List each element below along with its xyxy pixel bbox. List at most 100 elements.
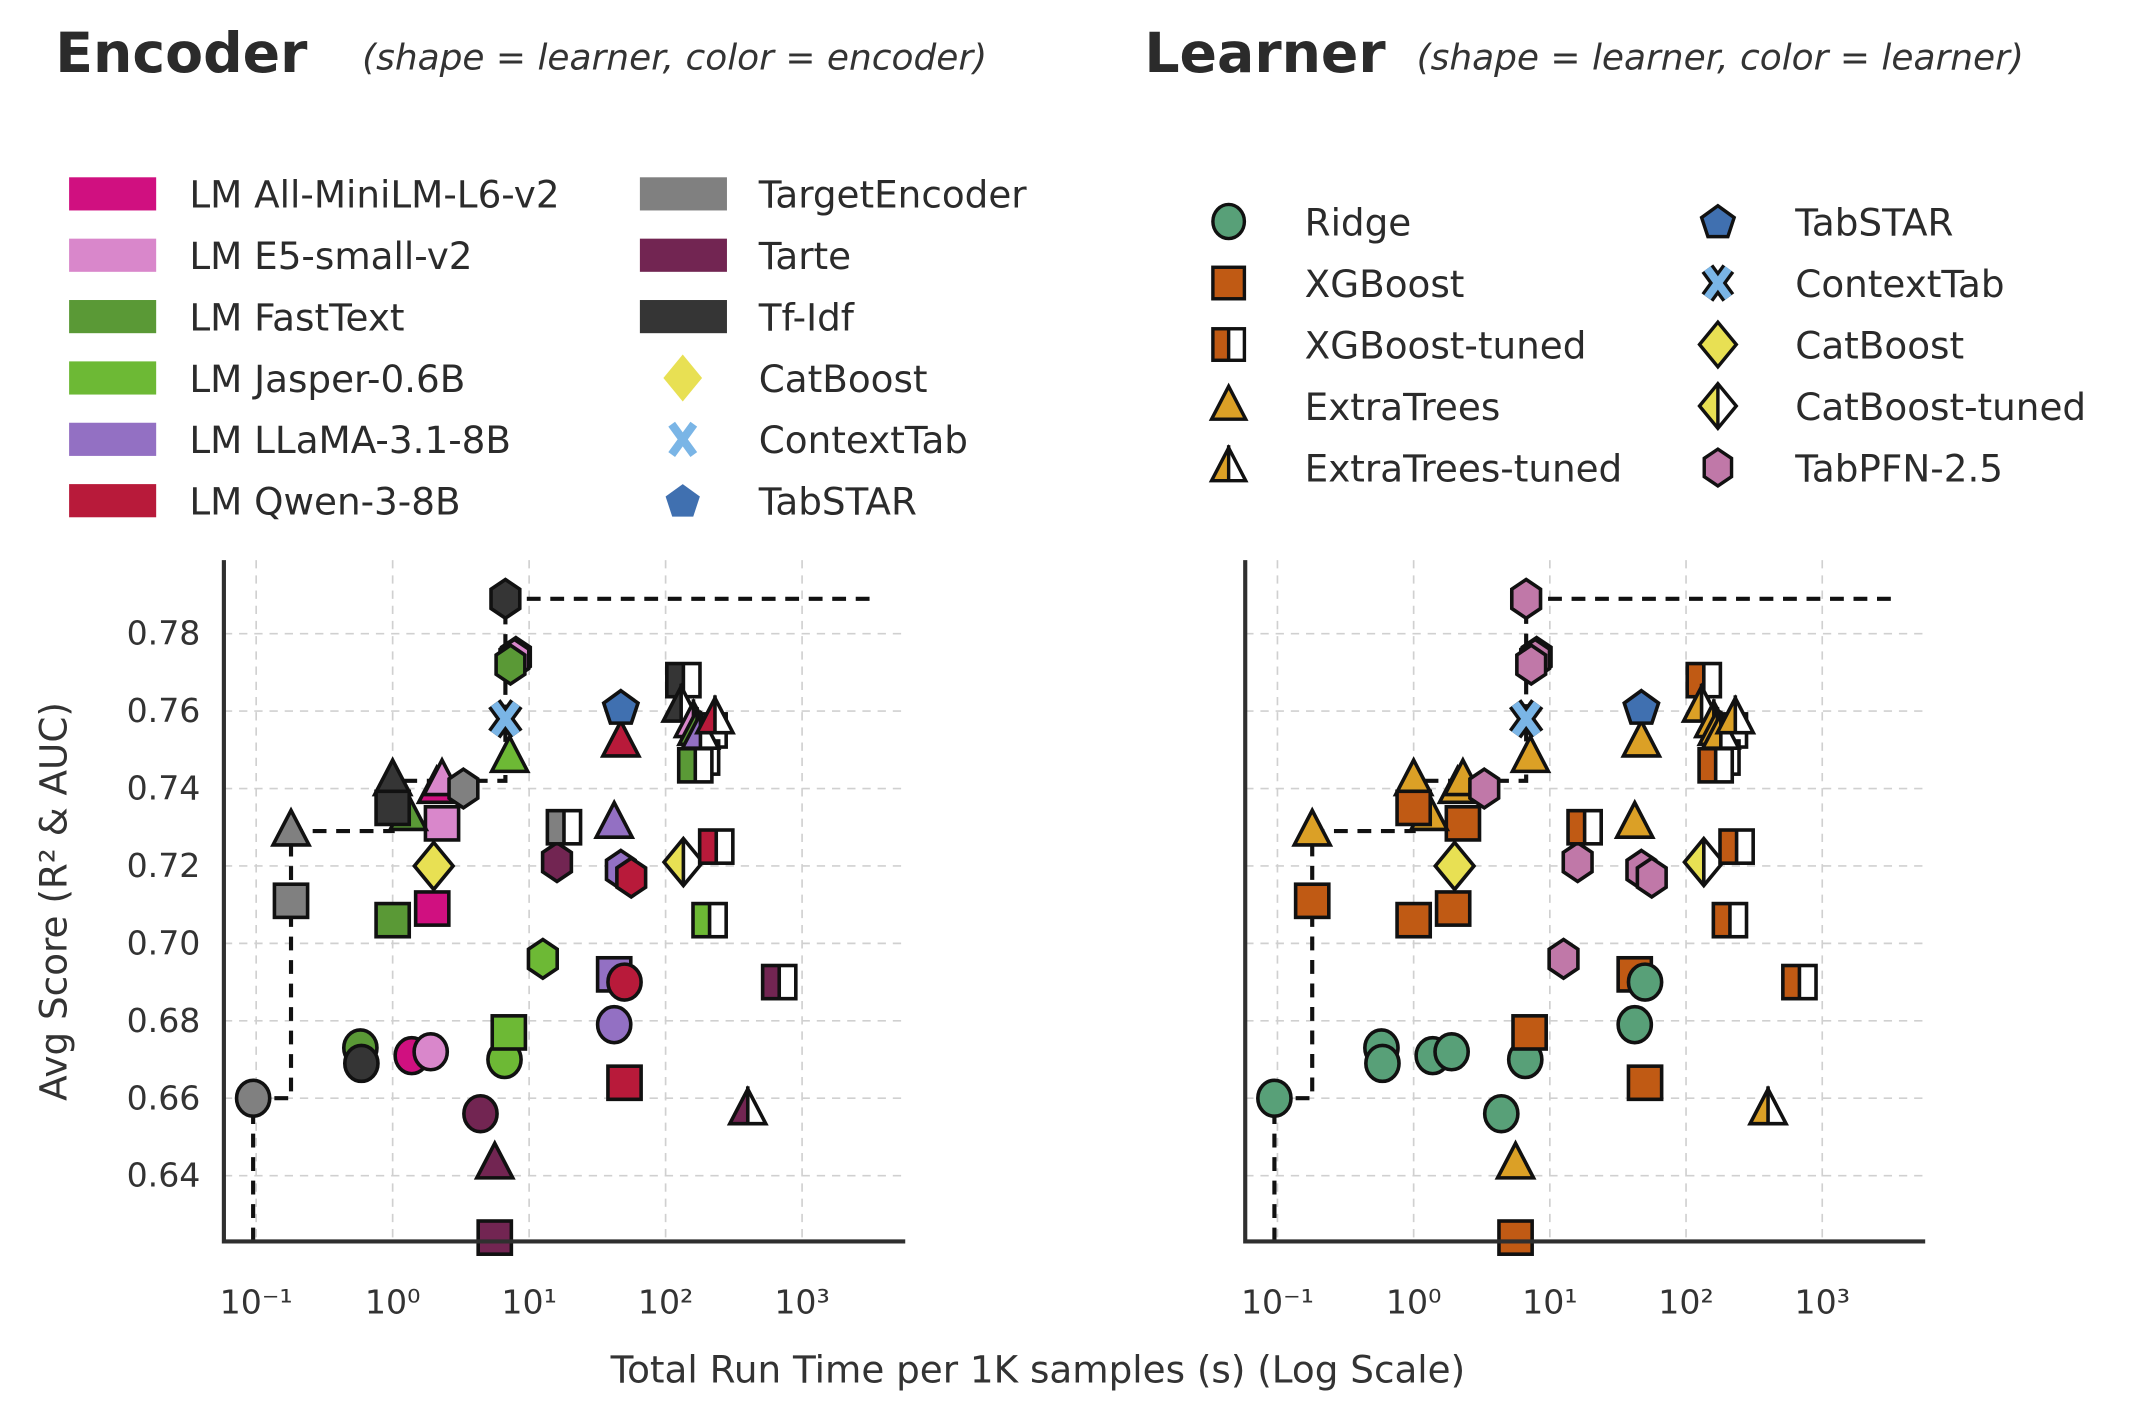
data-point-extratrees-tarte	[1494, 1139, 1537, 1180]
legend-patch-fasttext	[69, 300, 157, 334]
y-axis-label: Avg Score (R² & AUC)	[31, 702, 75, 1101]
data-point-ridge-e5	[412, 1032, 450, 1072]
encoder-panel-subtitle: (shape = learner, color = encoder)	[362, 37, 987, 78]
data-point-tabpfn-2.5-jasper	[1547, 937, 1580, 981]
legend-half-diamond-icon	[1697, 381, 1739, 432]
encoder-legend-label: LM Jasper-0.6B	[189, 357, 465, 401]
data-point-xgboost-fasttext	[374, 901, 412, 939]
legend-patch-llama	[69, 422, 157, 456]
data-point-xgboost-qwen	[1626, 1064, 1664, 1102]
encoder-legend-label: LM FastText	[189, 295, 404, 339]
learner-scatter-plot: 10⁻¹ 10⁰ 10¹ 10² 10³	[1241, 560, 1926, 1321]
learner-legend-label: ExtraTrees	[1305, 385, 1501, 429]
legend-circle-icon	[1211, 202, 1247, 241]
x-tick-label: 10⁻¹	[220, 1282, 293, 1321]
learner-panel-title: Learner	[1144, 22, 1386, 86]
data-point-xgboost-tuned-jasper	[691, 901, 728, 939]
legend-diamond-icon	[1697, 319, 1739, 370]
data-point-ridge-qwen	[606, 962, 643, 1002]
data-point-extratrees-tarte	[473, 1139, 516, 1180]
legend-patch-e5	[69, 238, 157, 272]
data-point-contexttab-contexttab	[488, 699, 523, 739]
encoder-legend-label: ContextTab	[759, 418, 968, 462]
legend-patch-tarte	[639, 238, 727, 272]
legend-patch-jasper	[69, 361, 157, 395]
data-point-ridge-targetencoder	[1256, 1078, 1293, 1118]
encoder-legend-label: Tf-Idf	[758, 295, 855, 339]
pareto-frontier-line	[1272, 596, 1897, 1242]
data-point-tabpfn-2.5-tarte	[540, 840, 574, 884]
data-point-tabpfn-2.5-targetencoder	[1468, 767, 1501, 811]
data-point-ridge-tfidf	[343, 1043, 380, 1084]
learner-legend-label: XGBoost-tuned	[1305, 323, 1587, 367]
legend-patch-minilm	[69, 177, 157, 211]
data-point-xgboost-minilm	[1434, 890, 1472, 927]
data-point-contexttab-contexttab	[1508, 699, 1544, 739]
data-point-extratrees-llama	[1613, 798, 1656, 839]
legend-half-triangle-icon	[1208, 444, 1249, 483]
data-point-xgboost-tuned-tarte	[1781, 963, 1818, 1001]
x-tick-label: 10¹	[1522, 1282, 1577, 1321]
encoder-legend-label: CatBoost	[759, 357, 928, 401]
y-tick-label: 0.64	[127, 1156, 201, 1195]
data-point-ridge-targetencoder	[234, 1078, 272, 1118]
x-tick-label: 10¹	[501, 1282, 556, 1321]
data-point-xgboost-jasper	[490, 1014, 528, 1051]
data-point-xgboost-tuned-fasttext	[676, 746, 714, 784]
data-point-xgboost-targetencoder	[272, 882, 310, 920]
data-point-extratrees-tuned-qwen	[1714, 694, 1757, 735]
data-point-tabpfn-2.5-tfidf	[489, 577, 522, 621]
learner-legend-label: Ridge	[1305, 200, 1412, 244]
legend-pentagon-icon	[1699, 203, 1737, 239]
data-point-extratrees-jasper	[1509, 732, 1552, 774]
data-point-xgboost-fasttext	[1395, 901, 1433, 939]
legend-patch-targetencoder	[639, 177, 727, 211]
legend-hexagon-icon	[1702, 447, 1734, 488]
data-point-ridge-e5	[1433, 1032, 1470, 1072]
data-point-xgboost-targetencoder	[1293, 882, 1331, 920]
learner-legend-label: ContextTab	[1795, 262, 2004, 306]
data-point-extratrees-tuned-tarte	[1747, 1085, 1789, 1126]
legend-patch-qwen	[69, 484, 157, 518]
data-point-tabstar-tabstar	[601, 688, 641, 725]
encoder-legend-label: TabSTAR	[758, 480, 917, 524]
learner-legend-label: CatBoost	[1795, 323, 1964, 367]
legend-square-icon	[1211, 265, 1247, 301]
learner-legend-label: ExtraTrees-tuned	[1305, 446, 1623, 490]
data-point-ridge-tfidf	[1364, 1043, 1401, 1084]
legend-pentagon-icon	[665, 484, 700, 517]
encoder-legend-label: LM E5-small-v2	[189, 234, 472, 278]
encoder-legend-label: LM LLaMA-3.1-8B	[189, 418, 511, 462]
data-point-tabstar-tabstar	[1622, 688, 1661, 725]
x-tick-label: 10⁰	[365, 1282, 420, 1321]
data-point-ridge-llama	[595, 1004, 633, 1045]
data-point-ridge-tarte	[1482, 1093, 1520, 1134]
data-point-xgboost-tuned-targetencoder	[1566, 808, 1603, 846]
data-point-ridge-llama	[1616, 1004, 1654, 1045]
encoder-legend: LM All-MiniLM-L6-v2 LM E5-small-v2 LM Fast…	[69, 173, 1027, 524]
data-point-xgboost-tuned-tarte	[760, 963, 798, 1001]
data-point-xgboost-tfidf	[374, 789, 412, 827]
data-point-extratrees-qwen	[599, 717, 642, 758]
data-point-xgboost-tuned-qwen	[697, 828, 735, 865]
x-axis-label: Total Run Time per 1K samples (s) (Log S…	[610, 1347, 1466, 1391]
data-point-xgboost-jasper	[1511, 1014, 1548, 1051]
encoder-legend-label: LM Qwen-3-8B	[189, 480, 460, 524]
data-point-xgboost-qwen	[606, 1064, 643, 1102]
data-point-extratrees-tuned-tarte	[726, 1085, 769, 1126]
data-point-tabpfn-2.5-jasper	[526, 937, 559, 981]
data-point-xgboost-minilm	[413, 890, 451, 927]
learner-legend-label: XGBoost	[1305, 262, 1465, 306]
legend-diamond-icon	[663, 354, 703, 402]
data-point-xgboost-tarte	[1497, 1219, 1534, 1256]
data-point-xgboost-e5	[1444, 804, 1482, 842]
data-point-xgboost-tuned-qwen	[1718, 828, 1755, 865]
legend-x-icon	[1701, 264, 1735, 302]
data-point-xgboost-tfidf	[1395, 789, 1433, 827]
learner-panel-subtitle: (shape = learner, color = learner)	[1417, 37, 2024, 78]
learner-legend-label: TabSTAR	[1794, 200, 1953, 244]
data-point-extratrees-tfidf	[1392, 756, 1435, 797]
x-tick-label: 10⁰	[1386, 1282, 1441, 1321]
y-tick-label: 0.70	[127, 923, 201, 962]
